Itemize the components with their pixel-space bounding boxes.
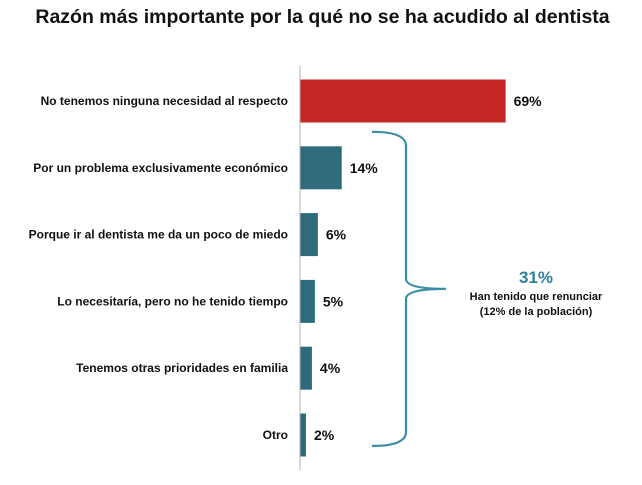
annotation-bracket <box>371 130 447 448</box>
annotation-line-2: (12% de la población) <box>479 306 593 318</box>
bar-4 <box>300 279 315 323</box>
value-label-4: 5% <box>323 293 344 309</box>
value-label-5: 4% <box>320 360 341 376</box>
category-label-4: Lo necesitaría, pero no he tenido tiempo <box>57 294 288 308</box>
category-label-6: Otro <box>263 428 288 442</box>
value-label-6: 2% <box>314 427 335 443</box>
bars-group <box>300 79 506 457</box>
chart-title: Razón más importante por la qué no se ha… <box>35 6 610 28</box>
value-label-1: 69% <box>514 93 543 109</box>
value-labels-group: 69% 14% 6% 5% 4% 2% <box>314 93 542 443</box>
bar-1 <box>300 79 506 123</box>
category-labels-group: No tenemos ninguna necesidad al respecto… <box>29 94 289 442</box>
bar-2 <box>300 146 342 190</box>
value-label-3: 6% <box>326 227 347 243</box>
annotation-value: 31% <box>518 268 554 287</box>
category-label-5: Tenemos otras prioridades en familia <box>76 361 288 375</box>
category-label-1: No tenemos ninguna necesidad al respecto <box>41 94 288 108</box>
bar-6 <box>300 413 306 457</box>
category-label-3: Porque ir al dentista me da un poco de m… <box>29 228 288 242</box>
annotation-line-1: Han tenido que renunciar <box>469 291 603 303</box>
bar-3 <box>300 213 318 257</box>
value-label-2: 14% <box>350 160 379 176</box>
bar-5 <box>300 346 312 390</box>
category-label-2: Por un problema exclusivamente económico <box>33 161 288 175</box>
